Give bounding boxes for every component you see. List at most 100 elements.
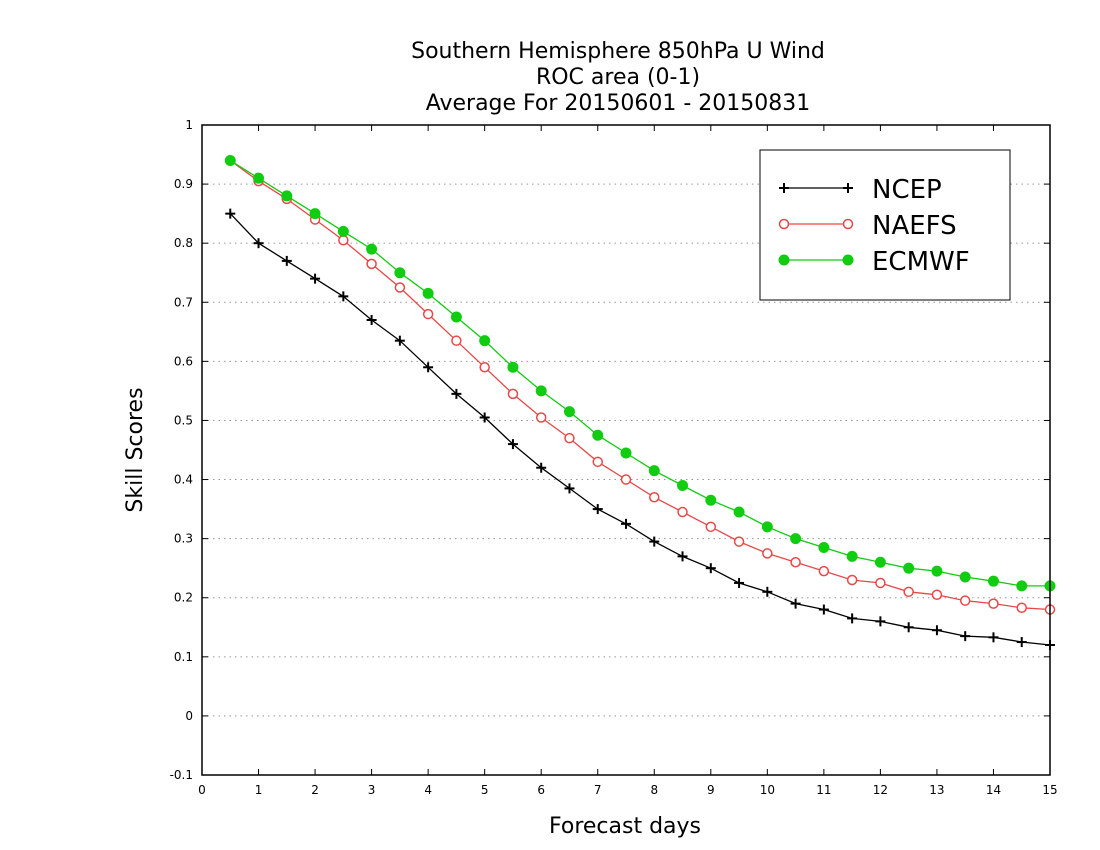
data-point-ecmwf [366, 243, 378, 255]
data-point-ncep [875, 616, 886, 627]
legend-label: NAEFS [872, 211, 957, 241]
data-point-ecmwf [790, 533, 802, 545]
data-point-ncep [649, 536, 660, 547]
data-point-naefs [649, 492, 660, 503]
x-tick-label: 6 [537, 783, 545, 797]
y-tick-label: 0.5 [174, 413, 193, 427]
data-point-ecmwf [394, 267, 406, 279]
y-axis-label: Skill Scores [123, 387, 148, 512]
y-tick-label: 0 [185, 709, 193, 723]
series [224, 154, 1056, 650]
data-point-ncep [847, 613, 858, 624]
data-point-ecmwf [563, 406, 575, 418]
data-point-ecmwf [846, 550, 858, 562]
data-point-ecmwf [931, 565, 943, 577]
data-point-ncep [988, 632, 999, 643]
data-point-ecmwf [507, 361, 519, 373]
title-line-1: Southern Hemisphere 850hPa U Wind [411, 39, 825, 64]
data-point-ncep [564, 483, 575, 494]
x-tick-label: 11 [816, 783, 831, 797]
x-axis-label: Forecast days [549, 814, 701, 839]
data-point-naefs [677, 506, 688, 518]
y-tick-label: 0.1 [174, 650, 193, 664]
data-point-naefs [338, 234, 349, 246]
data-point-ncep [536, 462, 547, 473]
data-point-ecmwf [592, 429, 604, 441]
data-point-ncep [621, 518, 631, 529]
data-point-ecmwf [648, 465, 660, 477]
data-point-naefs [1016, 602, 1027, 614]
title-line-3: Average For 20150601 - 20150831 [426, 91, 811, 116]
y-tick-label: 0.8 [174, 236, 193, 250]
y-tick-label: 1 [185, 118, 193, 132]
series-ncep [225, 208, 1055, 650]
data-point-naefs [959, 595, 971, 606]
data-point-naefs [422, 308, 434, 320]
data-point-ncep [592, 504, 603, 515]
data-point-naefs [875, 577, 886, 589]
data-point-ncep [253, 238, 264, 249]
data-point-ncep [225, 208, 236, 219]
data-point-ncep [960, 631, 971, 642]
x-tick-label: 1 [255, 783, 263, 797]
series-ecmwf [224, 154, 1056, 592]
data-point-ecmwf [705, 494, 717, 506]
y-tick-label: 0.2 [174, 591, 193, 605]
data-point-ecmwf [903, 562, 915, 574]
data-point-naefs [790, 557, 801, 568]
data-point-ncep [507, 439, 518, 450]
data-point-ecmwf [535, 385, 547, 397]
data-point-ncep [790, 598, 801, 609]
data-point-ecmwf [733, 506, 745, 518]
y-tick-label: 0.3 [174, 532, 193, 546]
data-point-naefs [733, 536, 745, 547]
data-point-ncep [762, 586, 773, 597]
x-tick-label: 13 [929, 783, 944, 797]
legend-label: ECMWF [872, 247, 970, 277]
data-point-naefs [903, 586, 914, 598]
data-point-ecmwf [422, 287, 434, 299]
data-point-naefs [479, 362, 490, 373]
data-point-naefs [988, 598, 999, 609]
data-point-ncep [394, 335, 405, 346]
data-point-ecmwf [874, 556, 886, 568]
chart-title: Southern Hemisphere 850hPa U Wind ROC ar… [411, 39, 825, 116]
data-point-ecmwf [959, 571, 971, 583]
data-point-ecmwf [309, 208, 321, 220]
data-point-ecmwf [1016, 580, 1028, 592]
legend-marker [778, 254, 790, 266]
legend-entry-ncep: NCEP [779, 175, 942, 205]
x-tick-label: 0 [198, 783, 206, 797]
data-point-ncep [705, 563, 716, 574]
data-point-ecmwf [818, 542, 830, 553]
data-point-ncep [931, 625, 942, 636]
x-tick-label: 4 [424, 783, 432, 797]
data-point-naefs [564, 432, 575, 444]
data-point-naefs [592, 456, 603, 468]
legend-box [759, 149, 1011, 301]
data-point-ecmwf [987, 575, 999, 587]
legend-marker [778, 218, 790, 230]
legend-label: NCEP [872, 175, 942, 205]
data-point-ncep [903, 622, 914, 633]
x-tick-label: 9 [707, 783, 715, 797]
x-tick-label: 2 [311, 783, 319, 797]
data-point-naefs [846, 574, 858, 586]
legend-marker [842, 218, 854, 230]
y-tick-label: 0.4 [174, 473, 193, 487]
data-point-ncep [818, 604, 829, 615]
data-point-ncep [310, 273, 321, 284]
data-point-naefs [394, 282, 406, 293]
legend: NCEP NAEFS ECMWF [759, 149, 1011, 301]
y-tick-label: 0.7 [174, 295, 193, 309]
data-point-ecmwf [224, 154, 236, 166]
y-tick-label: -0.1 [170, 768, 193, 782]
data-point-ncep [366, 315, 377, 325]
data-point-ecmwf [281, 190, 293, 202]
data-point-naefs [535, 412, 547, 423]
x-tick-label: 15 [1042, 783, 1057, 797]
data-point-naefs [818, 565, 830, 577]
data-point-naefs [366, 258, 377, 270]
x-tick-label: 12 [873, 783, 888, 797]
y-tick-label: 0.6 [174, 354, 193, 368]
